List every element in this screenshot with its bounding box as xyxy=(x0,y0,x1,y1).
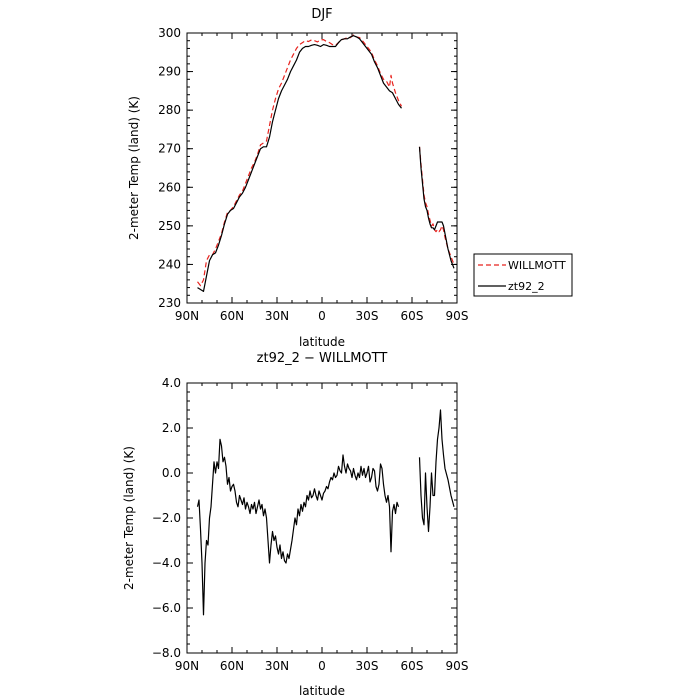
top-x-axis-label: latitude xyxy=(299,335,345,349)
series-willmott-segment-1 xyxy=(418,146,455,265)
x-tick-label: 30S xyxy=(356,309,379,323)
series-zt92-2-segment-0 xyxy=(197,35,402,292)
top-chart-title: DJF xyxy=(311,7,332,22)
y-tick-label: −8.0 xyxy=(152,646,181,660)
bottom-axis-ticks xyxy=(186,382,458,654)
bottom-chart-title: zt92_2 − WILLMOTT xyxy=(257,351,388,366)
x-tick-label: 30N xyxy=(265,309,289,323)
y-tick-label: −6.0 xyxy=(152,601,181,615)
top-legend: WILLMOTT zt92_2 xyxy=(473,253,573,297)
y-tick-label: 4.0 xyxy=(162,376,181,390)
y-tick-label: 240 xyxy=(158,257,181,271)
legend-zt92-label: zt92_2 xyxy=(508,280,545,293)
x-tick-label: 60S xyxy=(401,309,424,323)
y-tick-label: 0.0 xyxy=(162,466,181,480)
y-tick-label: 300 xyxy=(158,26,181,40)
x-tick-label: 30S xyxy=(356,659,379,673)
x-tick-label: 60N xyxy=(220,659,244,673)
y-tick-label: 250 xyxy=(158,219,181,233)
bottom-y-tick-labels: −8.0 −6.0 −4.0 −2.0 0.0 2.0 4.0 xyxy=(152,376,181,660)
legend-willmott-label: WILLMOTT xyxy=(508,259,566,272)
x-tick-label: 0 xyxy=(318,659,326,673)
top-chart: DJF 90N 60N 30N 0 30S 60S 90S 2302402502602702… xyxy=(127,7,573,349)
x-tick-label: 90N xyxy=(175,659,199,673)
bottom-plot-frame xyxy=(186,382,458,654)
top-y-axis-label: 2-meter Temp (land) (K) xyxy=(127,96,141,240)
bottom-series-lines xyxy=(196,409,455,616)
y-tick-label: 260 xyxy=(158,180,181,194)
x-tick-label: 0 xyxy=(318,309,326,323)
top-axis-ticks xyxy=(186,32,458,304)
y-tick-label: 230 xyxy=(158,296,181,310)
top-plot-frame xyxy=(186,32,458,304)
bottom-chart: zt92_2 − WILLMOTT 90N 60N 30N 0 30S 60S 90S −8… xyxy=(122,351,468,698)
y-tick-label: −4.0 xyxy=(152,556,181,570)
y-tick-label: 280 xyxy=(158,103,181,117)
top-y-tick-labels: 230 240 250 260 270 280 290 300 xyxy=(158,26,181,310)
bottom-x-axis-label: latitude xyxy=(299,684,345,698)
series-difference-segment-1 xyxy=(418,409,455,533)
x-tick-label: 90N xyxy=(175,309,199,323)
bottom-y-axis-label: 2-meter Temp (land) (K) xyxy=(122,446,136,590)
x-tick-label: 90S xyxy=(446,659,469,673)
y-tick-label: 290 xyxy=(158,65,181,79)
y-tick-label: 270 xyxy=(158,142,181,156)
legend-box xyxy=(473,253,573,297)
top-series-lines xyxy=(197,34,455,292)
x-tick-label: 90S xyxy=(446,309,469,323)
series-difference-segment-0 xyxy=(196,438,400,616)
top-x-tick-labels: 90N 60N 30N 0 30S 60S 90S xyxy=(175,309,469,323)
y-tick-label: −2.0 xyxy=(152,511,181,525)
series-zt92-2-segment-1 xyxy=(418,146,455,269)
bottom-x-tick-labels: 90N 60N 30N 0 30S 60S 90S xyxy=(175,659,469,673)
x-tick-label: 60S xyxy=(401,659,424,673)
x-tick-label: 60N xyxy=(220,309,244,323)
x-tick-label: 30N xyxy=(265,659,289,673)
y-tick-label: 2.0 xyxy=(162,421,181,435)
series-willmott-segment-0 xyxy=(197,34,403,287)
